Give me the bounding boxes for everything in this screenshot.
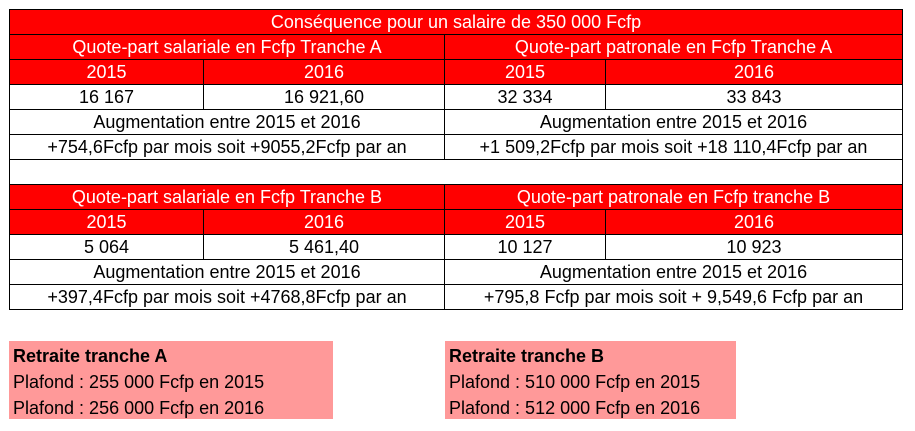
tranche-a-augmentation-row: +754,6Fcfp par mois soit +9055,2Fcfp par…	[9, 134, 904, 160]
tranche-a-values-row: 16 167 16 921,60 32 334 33 843	[9, 84, 904, 110]
table-title: Conséquence pour un salaire de 350 000 F…	[8, 9, 904, 35]
salary-table: Conséquence pour un salaire de 350 000 F…	[8, 9, 904, 310]
tranche-b-years-row: 2015 2016 2015 2016	[9, 209, 904, 235]
year-cell: 2015	[9, 209, 204, 235]
retraite-tranche-a-title: Retraite tranche A	[13, 346, 168, 366]
year-cell: 2015	[444, 59, 606, 85]
tranche-a-years-row: 2015 2016 2015 2016	[9, 59, 904, 85]
value-cell: 10 923	[604, 234, 904, 260]
year-cell: 2016	[203, 209, 445, 235]
retraite-tranche-b-title: Retraite tranche B	[449, 346, 605, 366]
augmentation-label: Augmentation entre 2015 et 2016	[9, 109, 445, 135]
year-cell: 2016	[604, 209, 904, 235]
value-cell: 32 334	[444, 84, 606, 110]
augmentation-label: Augmentation entre 2015 et 2016	[443, 259, 904, 285]
table-title-row: Conséquence pour un salaire de 350 000 F…	[8, 9, 904, 35]
plafond-line: Plafond : 255 000 Fcfp en 2015	[13, 372, 265, 392]
tranche-b-augmentation-row: +397,4Fcfp par mois soit +4768,8Fcfp par…	[9, 284, 904, 310]
augmentation-value: +795,8 Fcfp par mois soit + 9,549,6 Fcfp…	[443, 284, 904, 310]
tranche-b-salariale-header: Quote-part salariale en Fcfp Tranche B	[9, 184, 445, 210]
spacer-row	[8, 159, 904, 185]
year-cell: 2015	[444, 209, 606, 235]
augmentation-label: Augmentation entre 2015 et 2016	[9, 259, 445, 285]
value-cell: 16 167	[9, 84, 204, 110]
plafond-line: Plafond : 512 000 Fcfp en 2016	[449, 398, 701, 418]
value-cell: 5 064	[9, 234, 204, 260]
retraite-tranche-a-box: Retraite tranche A Plafond : 255 000 Fcf…	[9, 341, 333, 419]
retraite-tranche-b-box: Retraite tranche B Plafond : 510 000 Fcf…	[445, 341, 736, 419]
tranche-a-augmentation-label-row: Augmentation entre 2015 et 2016 Augmenta…	[9, 109, 904, 135]
value-cell: 16 921,60	[203, 84, 445, 110]
tranche-a-header-row: Quote-part salariale en Fcfp Tranche A Q…	[9, 34, 904, 60]
value-cell: 10 127	[444, 234, 606, 260]
augmentation-label: Augmentation entre 2015 et 2016	[443, 109, 904, 135]
tranche-b-header-row: Quote-part salariale en Fcfp Tranche B Q…	[9, 184, 904, 210]
plafond-line: Plafond : 510 000 Fcfp en 2015	[449, 372, 701, 392]
tranche-b-patronale-header: Quote-part patronale en Fcfp tranche B	[443, 184, 904, 210]
year-cell: 2016	[604, 59, 904, 85]
year-cell: 2015	[9, 59, 204, 85]
tranche-a-patronale-header: Quote-part patronale en Fcfp Tranche A	[443, 34, 904, 60]
spacer-cell	[8, 159, 904, 185]
value-cell: 33 843	[604, 84, 904, 110]
plafond-line: Plafond : 256 000 Fcfp en 2016	[13, 398, 265, 418]
augmentation-value: +397,4Fcfp par mois soit +4768,8Fcfp par…	[9, 284, 445, 310]
value-cell: 5 461,40	[203, 234, 445, 260]
augmentation-value: +1 509,2Fcfp par mois soit +18 110,4Fcfp…	[443, 134, 904, 160]
tranche-b-values-row: 5 064 5 461,40 10 127 10 923	[9, 234, 904, 260]
tranche-a-salariale-header: Quote-part salariale en Fcfp Tranche A	[9, 34, 445, 60]
tranche-b-augmentation-label-row: Augmentation entre 2015 et 2016 Augmenta…	[9, 259, 904, 285]
year-cell: 2016	[203, 59, 445, 85]
augmentation-value: +754,6Fcfp par mois soit +9055,2Fcfp par…	[9, 134, 445, 160]
